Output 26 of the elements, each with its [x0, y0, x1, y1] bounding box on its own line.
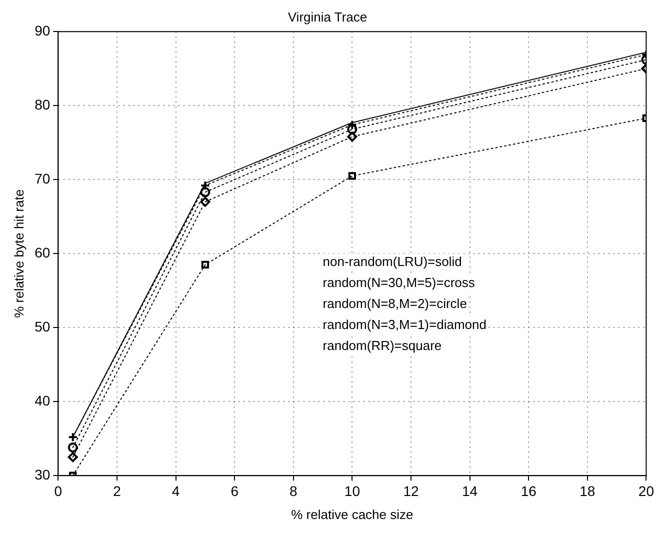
- x-tick-label: 4: [172, 482, 180, 499]
- x-tick-label: 6: [230, 482, 239, 499]
- y-tick-label: 60: [34, 244, 50, 260]
- x-axis-title: % relative cache size: [291, 506, 414, 522]
- y-tick-label: 80: [34, 96, 50, 112]
- y-tick-label: 30: [34, 466, 50, 482]
- x-tick-label: 12: [403, 482, 419, 499]
- annotation: random(RR)=square: [322, 338, 442, 354]
- x-tick-label: 16: [520, 482, 537, 499]
- y-tick-label: 40: [34, 392, 50, 408]
- x-tick-label: 20: [638, 482, 654, 499]
- y-tick-label: 90: [34, 22, 50, 38]
- y-tick-label: 70: [34, 170, 50, 186]
- x-tick-label: 2: [113, 482, 122, 499]
- annotation: non-random(LRU)=solid: [322, 254, 462, 270]
- y-axis-title: % relative byte hit rate: [11, 189, 26, 318]
- annotation: random(N=8,M=2)=circle: [322, 296, 467, 312]
- x-tick-label: 0: [54, 482, 62, 499]
- annotation: random(N=30,M=5)=cross: [322, 275, 476, 290]
- x-tick-label: 18: [580, 482, 596, 499]
- chart-title: Virginia Trace: [288, 9, 368, 24]
- annotation: random(N=3,M=1)=diamond: [322, 317, 486, 332]
- y-tick-label: 50: [34, 318, 50, 334]
- x-tick-label: 8: [289, 482, 298, 499]
- x-tick-label: 14: [462, 482, 478, 499]
- x-tick-label: 10: [344, 482, 360, 499]
